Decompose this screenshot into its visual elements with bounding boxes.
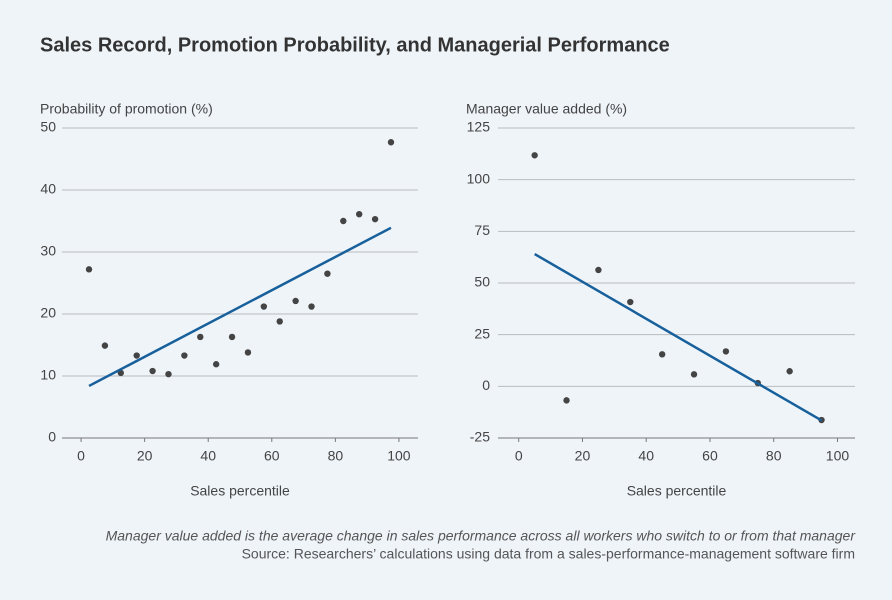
y-tick-label: 0 xyxy=(48,429,56,445)
point xyxy=(563,397,570,404)
y-tick-label: 125 xyxy=(467,119,491,135)
y-tick-label: 40 xyxy=(40,181,56,197)
x-tick-label: 20 xyxy=(137,448,153,464)
x-tick-label: 20 xyxy=(575,448,591,464)
source: Source: Researchers’ calculations using … xyxy=(242,546,855,562)
point xyxy=(355,210,363,218)
y-tick-label: 30 xyxy=(40,243,56,259)
y-tick-label: 0 xyxy=(482,377,490,393)
chart-title: Sales Record, Promotion Probability, and… xyxy=(40,34,670,56)
x-tick-label: 100 xyxy=(387,448,411,464)
point xyxy=(324,270,331,277)
x-tick-label: 60 xyxy=(702,448,718,464)
point xyxy=(292,297,299,305)
point xyxy=(722,348,730,355)
y-tick-label: 50 xyxy=(474,274,490,290)
point xyxy=(276,318,283,325)
trend-line xyxy=(88,226,392,388)
point xyxy=(149,367,156,375)
point xyxy=(212,361,220,368)
point xyxy=(627,298,634,306)
point xyxy=(690,371,698,378)
y-tick-label: 100 xyxy=(467,170,491,186)
x-tick-label: 0 xyxy=(515,448,523,464)
x-tick-label: 60 xyxy=(264,448,280,464)
point xyxy=(133,352,140,359)
point xyxy=(531,152,538,159)
point xyxy=(228,333,236,341)
point xyxy=(308,303,315,310)
x-tick-label: 40 xyxy=(200,448,216,464)
x-tick-label: 40 xyxy=(638,448,654,464)
x-axis-label: Sales percentile xyxy=(190,483,290,499)
point xyxy=(595,266,602,274)
note: Manager value added is the average chang… xyxy=(106,528,857,544)
point xyxy=(101,342,109,349)
y-tick-label: 20 xyxy=(40,305,56,321)
trend-line xyxy=(534,252,823,422)
y-tick-label: 10 xyxy=(40,367,56,383)
point xyxy=(244,349,252,356)
x-tick-label: 80 xyxy=(766,448,782,464)
point xyxy=(658,351,666,358)
x-tick-label: 80 xyxy=(328,448,344,464)
point xyxy=(197,333,204,341)
y-axis-label: Probability of promotion (%) xyxy=(40,101,213,117)
point xyxy=(85,266,93,273)
point xyxy=(181,352,188,359)
x-axis-label: Sales percentile xyxy=(627,483,727,499)
y-tick-label: 25 xyxy=(474,325,490,341)
y-tick-label: 50 xyxy=(40,119,56,135)
x-tick-label: 0 xyxy=(77,448,85,464)
point xyxy=(165,370,172,378)
point xyxy=(387,139,395,146)
y-tick-label: -25 xyxy=(470,429,490,445)
point xyxy=(371,215,379,223)
point xyxy=(786,368,793,375)
x-tick-label: 100 xyxy=(826,448,850,464)
y-tick-label: 75 xyxy=(474,222,490,238)
y-axis-label: Manager value added (%) xyxy=(466,101,627,117)
point xyxy=(260,303,268,310)
point xyxy=(340,217,347,225)
